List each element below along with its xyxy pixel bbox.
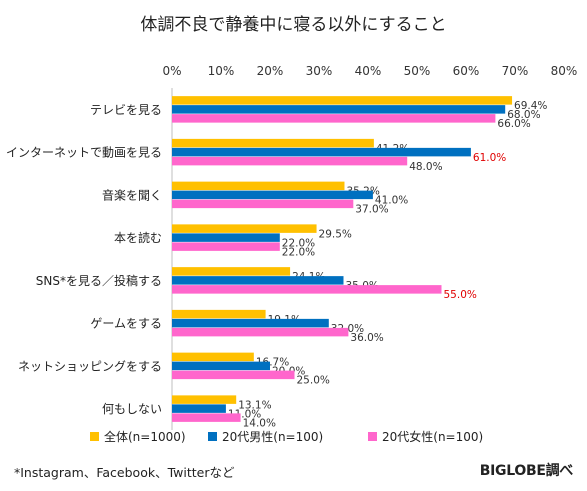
data-label: 66.0% [497,118,530,130]
bar [172,352,254,362]
data-label: 37.0% [355,204,388,216]
bar [172,233,280,242]
bar [172,309,266,319]
bar [172,413,241,422]
bar [172,327,349,337]
legend-label: 20代男性(n=100) [222,430,323,444]
data-label: 25.0% [297,375,330,387]
legend-label: 全体(n=1000) [104,429,186,444]
x-tick-label: 50% [404,64,431,78]
bar [172,361,270,371]
category-label: インターネットで動画を見る [6,146,162,160]
bar [172,147,471,157]
bar [172,156,408,166]
legend-label: 20代女性(n=100) [382,429,483,444]
x-tick-label: 10% [208,64,235,78]
data-label: 61.0% [473,152,506,164]
footnote: *Instagram、Facebook、Twitterなど [14,465,235,480]
bar [172,190,373,200]
category-label: 本を読む [114,230,162,245]
bar [172,138,374,148]
data-label: 13.1% [238,399,271,411]
category-label: テレビを見る [90,103,162,117]
data-label: 69.4% [514,100,547,112]
data-label: 55.0% [444,289,477,301]
category-label: ゲームをする [90,317,162,331]
bar [172,276,344,285]
x-tick-label: 70% [502,64,529,78]
bar [172,395,237,404]
bar [172,181,345,191]
legend-swatch [208,432,217,441]
bar [172,242,280,251]
category-label: 何もしない [102,402,162,416]
bar [172,318,329,328]
bar [172,105,506,114]
bar [172,199,354,209]
category-label: SNS*を見る／投稿する [36,273,162,288]
x-tick-label: 80% [551,64,578,78]
bar [172,285,442,294]
x-tick-label: 20% [257,64,284,78]
data-label: 36.0% [350,332,383,344]
bar [172,404,226,413]
data-label: 22.0% [282,246,315,258]
legend-swatch [368,432,377,441]
chart-title: 体調不良で静養中に寝る以外にすること [140,15,447,35]
data-label: 29.5% [319,228,352,240]
x-tick-label: 40% [355,64,382,78]
x-tick-label: 30% [306,64,333,78]
bar [172,96,513,105]
bar [172,267,291,276]
x-tick-label: 0% [162,64,181,78]
data-label: 68.0% [507,109,540,121]
data-label: 41.0% [375,195,408,207]
source-credit: BIGLOBE調べ [479,463,574,479]
category-label: ネットショッピングをする [18,359,162,373]
data-label: 22.0% [282,237,315,249]
bar [172,224,317,233]
bar [172,370,295,380]
x-tick-label: 60% [453,64,480,78]
legend-swatch [90,432,99,441]
data-label: 14.0% [243,417,276,429]
category-label: 音楽を聞く [102,187,162,202]
bar [172,114,496,123]
data-label: 48.0% [409,161,442,173]
